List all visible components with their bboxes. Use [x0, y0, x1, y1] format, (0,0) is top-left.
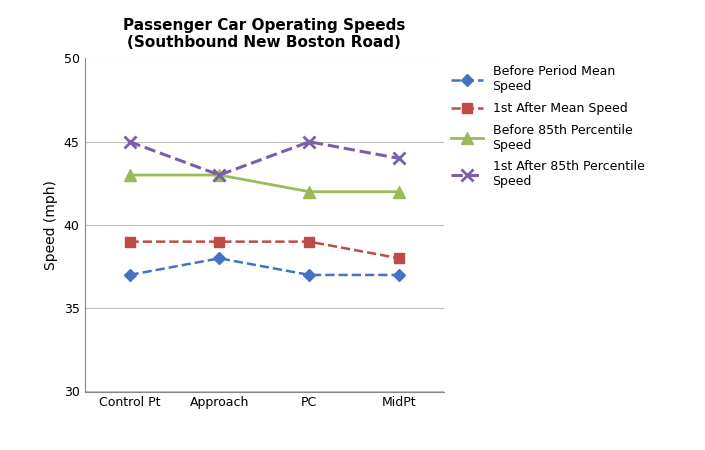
Line: Before 85th Percentile
Speed: Before 85th Percentile Speed [124, 170, 405, 197]
1st After Mean Speed [395, 256, 403, 261]
Before Period Mean
Speed [215, 256, 223, 261]
Legend: Before Period Mean
Speed, 1st After Mean Speed, Before 85th Percentile
Speed, 1s: Before Period Mean Speed, 1st After Mean… [451, 65, 644, 189]
Title: Passenger Car Operating Speeds
(Southbound New Boston Road): Passenger Car Operating Speeds (Southbou… [123, 18, 405, 50]
Before Period Mean
Speed [125, 272, 134, 278]
1st After Mean Speed [125, 239, 134, 244]
1st After Mean Speed [305, 239, 314, 244]
Before Period Mean
Speed [395, 272, 403, 278]
1st After 85th Percentile
Speed [395, 156, 403, 161]
Before Period Mean
Speed [305, 272, 314, 278]
1st After 85th Percentile
Speed [215, 172, 223, 178]
Y-axis label: Speed (mph): Speed (mph) [44, 180, 59, 270]
1st After 85th Percentile
Speed [125, 139, 134, 144]
Before 85th Percentile
Speed [125, 172, 134, 178]
Before 85th Percentile
Speed [305, 189, 314, 194]
Before 85th Percentile
Speed [215, 172, 223, 178]
1st After Mean Speed [215, 239, 223, 244]
Line: 1st After Mean Speed: 1st After Mean Speed [125, 237, 404, 263]
Line: 1st After 85th Percentile
Speed: 1st After 85th Percentile Speed [123, 135, 405, 181]
Before 85th Percentile
Speed [395, 189, 403, 194]
Line: Before Period Mean
Speed: Before Period Mean Speed [125, 254, 403, 279]
1st After 85th Percentile
Speed [305, 139, 314, 144]
